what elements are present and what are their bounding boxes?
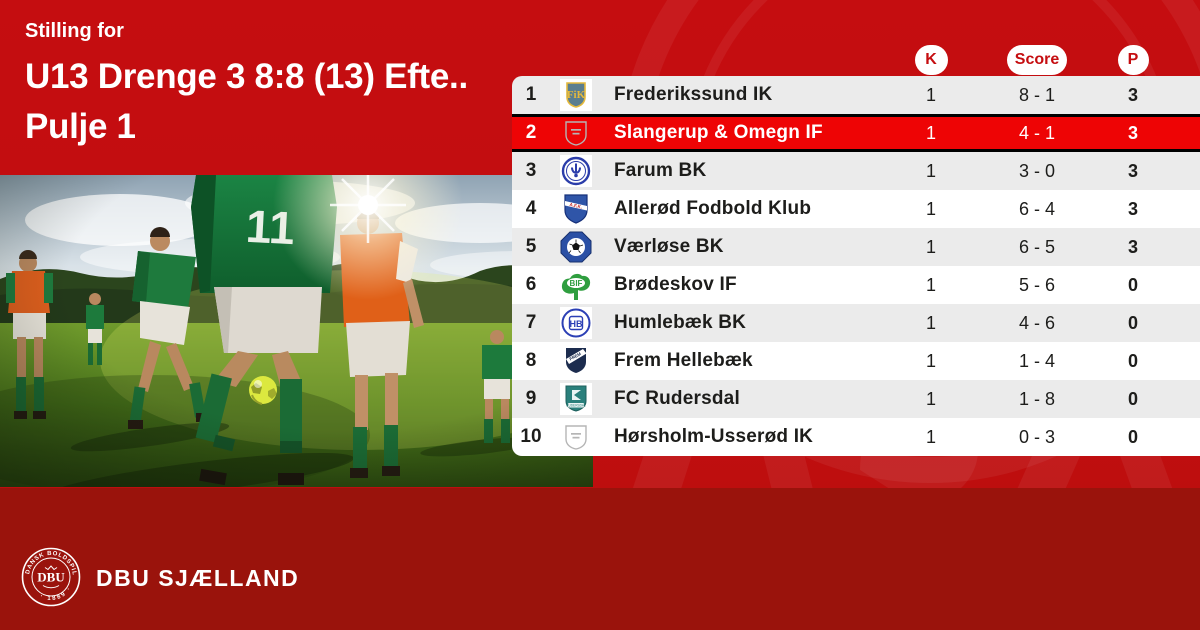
table-row: 1 FiK Frederikssund IK 1 8 - 1 3 <box>512 76 1200 114</box>
row-position: 7 <box>525 312 537 333</box>
points: 0 <box>1127 274 1138 295</box>
broedeskov-club-logo-icon: BIF <box>550 268 602 302</box>
brand-name: DBU SJÆLLAND <box>96 565 300 591</box>
farum-club-logo-icon <box>550 154 602 188</box>
standings-rows: 1 FiK Frederikssund IK 1 8 - 1 3 2 Slangerup & … <box>512 76 1200 456</box>
eyebrow-text: Stilling for <box>25 20 124 42</box>
matches-played: 1 <box>925 312 936 333</box>
club-name: Farum BK <box>614 160 707 181</box>
table-header: K Score P <box>512 44 1200 75</box>
club-name: Frem Hellebæk <box>614 350 753 371</box>
points: 3 <box>1127 122 1138 143</box>
footer-band <box>0 488 1200 630</box>
table-row: 8 FREM Frem Hellebæk 1 1 - 4 0 <box>512 342 1200 380</box>
match-score: 6 - 4 <box>1018 198 1056 219</box>
match-score: 4 - 1 <box>1018 122 1056 143</box>
row-position: 1 <box>525 84 537 105</box>
match-score: 4 - 6 <box>1018 312 1056 333</box>
club-name: Humlebæk BK <box>614 312 747 333</box>
points: 0 <box>1127 350 1138 371</box>
table-row: 7 HB Humlebæk BK 1 4 - 6 0 <box>512 304 1200 342</box>
points: 3 <box>1127 236 1138 257</box>
matches-played: 1 <box>925 198 936 219</box>
match-photo: 11 <box>0 175 593 487</box>
table-row: 6 BIF Brødeskov IF 1 5 - 6 0 <box>512 266 1200 304</box>
matches-played: 1 <box>925 426 936 447</box>
matches-played: 1 <box>925 274 936 295</box>
title-block: Stilling for U13 Drenge 3 8:8 (13) Efte.… <box>25 20 468 152</box>
match-score: 6 - 5 <box>1018 236 1056 257</box>
club-name: FC Rudersdal <box>614 388 740 409</box>
table-row: 4 A.F.K. Allerød Fodbold Klub 1 6 - 4 3 <box>512 190 1200 228</box>
frederikssund-club-logo-icon: FiK <box>550 78 602 112</box>
row-position: 6 <box>525 274 537 295</box>
row-position: 9 <box>525 388 537 409</box>
row-position: 10 <box>520 426 542 447</box>
table-row: 2 Slangerup & Omegn IF 1 4 - 1 3 <box>512 114 1200 152</box>
matches-played: 1 <box>925 388 936 409</box>
svg-text:FiK: FiK <box>567 89 586 101</box>
points: 0 <box>1127 388 1138 409</box>
column-badge-k: K <box>914 44 948 75</box>
table-row: 9 RUDERSDAL FC Rudersdal 1 1 - 8 0 <box>512 380 1200 418</box>
crest-center-text: DBU <box>37 570 65 585</box>
row-position: 2 <box>525 122 537 143</box>
points: 3 <box>1127 198 1138 219</box>
match-score: 8 - 1 <box>1018 84 1056 105</box>
matches-played: 1 <box>925 160 936 181</box>
placeholder-club-logo-icon <box>550 116 602 150</box>
club-name: Værløse BK <box>614 236 724 257</box>
matches-played: 1 <box>925 236 936 257</box>
alleroed-club-logo-icon: A.F.K. <box>550 192 602 226</box>
matches-played: 1 <box>925 122 936 143</box>
humlebaek-club-logo-icon: HB <box>550 306 602 340</box>
pool-title: Pulje 1 <box>25 107 136 146</box>
vaerloese-club-logo-icon <box>550 230 602 264</box>
svg-text:BIF: BIF <box>570 279 583 288</box>
frem-club-logo-icon: FREM <box>550 344 602 378</box>
row-position: 5 <box>525 236 537 257</box>
table-row: 5 Værløse BK 1 6 - 5 3 <box>512 228 1200 266</box>
club-name: Allerød Fodbold Klub <box>614 198 812 219</box>
club-name: Brødeskov IF <box>614 274 737 295</box>
placeholder-club-logo-icon <box>550 420 602 454</box>
competition-title: U13 Drenge 3 8:8 (13) Efte.. <box>25 57 468 96</box>
points: 3 <box>1127 84 1138 105</box>
club-name: Frederikssund IK <box>614 84 773 105</box>
svg-text:RUDERSDAL: RUDERSDAL <box>566 404 586 408</box>
svg-text:A.F.K.: A.F.K. <box>569 202 583 210</box>
club-name: Slangerup & Omegn IF <box>614 122 823 143</box>
match-score: 5 - 6 <box>1018 274 1056 295</box>
points: 0 <box>1127 312 1138 333</box>
standings-table: K Score P 1 FiK Frederikssund IK 1 8 - 1 3 2 Sl… <box>512 44 1200 456</box>
match-score: 0 - 3 <box>1018 426 1056 447</box>
column-badge-p: P <box>1117 44 1149 75</box>
row-position: 4 <box>525 198 537 219</box>
svg-text:FREM: FREM <box>569 351 583 361</box>
matches-played: 1 <box>925 84 936 105</box>
club-name: Hørsholm-Usserød IK <box>614 426 814 447</box>
column-badge-score: Score <box>1007 44 1067 75</box>
dbu-crest-icon: DANSK BOLDSPIL UNION · 1889 · DBU <box>21 547 81 607</box>
matches-played: 1 <box>925 350 936 371</box>
table-row: 10 Hørsholm-Usserød IK 1 0 - 3 0 <box>512 418 1200 456</box>
svg-text:HB: HB <box>570 319 583 329</box>
match-score: 1 - 8 <box>1018 388 1056 409</box>
rudersdal-club-logo-icon: RUDERSDAL <box>550 382 602 416</box>
row-position: 3 <box>525 160 537 181</box>
points: 3 <box>1127 160 1138 181</box>
table-row: 3 Farum BK 1 3 - 0 3 <box>512 152 1200 190</box>
points: 0 <box>1127 426 1138 447</box>
row-position: 8 <box>525 350 537 371</box>
match-score: 1 - 4 <box>1018 350 1056 371</box>
match-score: 3 - 0 <box>1018 160 1056 181</box>
